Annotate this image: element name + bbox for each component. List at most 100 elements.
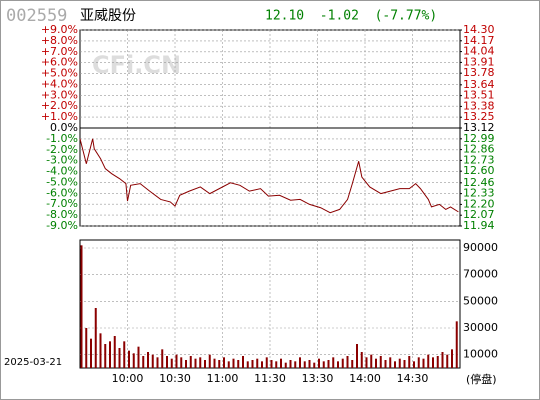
volume-bar bbox=[237, 360, 240, 368]
volume-bar bbox=[213, 358, 216, 368]
volume-bar bbox=[308, 360, 311, 368]
volume-bar bbox=[261, 361, 263, 368]
volume-bar bbox=[289, 360, 292, 368]
volume-bar bbox=[332, 357, 335, 368]
volume-bar bbox=[389, 357, 392, 368]
volume-bar bbox=[232, 358, 235, 368]
volume-bar bbox=[417, 357, 420, 368]
volume-bar bbox=[294, 361, 297, 368]
volume-bar bbox=[441, 352, 444, 368]
volume-bar bbox=[199, 357, 202, 368]
volume-bar bbox=[256, 358, 259, 368]
y-tick-label: -6.0% bbox=[46, 186, 78, 199]
volume-bar bbox=[408, 356, 411, 368]
y-tick-label: +6.0% bbox=[41, 56, 78, 69]
volume-bar bbox=[170, 358, 173, 368]
y-tick-label: 0.0% bbox=[50, 121, 78, 134]
volume-bar bbox=[451, 349, 453, 368]
y2-tick-label: 13.64 bbox=[463, 78, 495, 91]
x-tick-label: 14:30 bbox=[397, 372, 429, 385]
volume-bar bbox=[299, 357, 301, 368]
volume-bar bbox=[180, 357, 183, 368]
volume-bar bbox=[446, 354, 449, 368]
volume-bar bbox=[85, 328, 88, 368]
volume-bar bbox=[322, 361, 325, 368]
y-tick-label: +8.0% bbox=[41, 34, 78, 47]
volume-bar bbox=[90, 338, 92, 368]
y2-tick-label: 12.99 bbox=[463, 132, 495, 145]
volume-bar bbox=[432, 357, 434, 368]
volume-bar bbox=[455, 321, 458, 368]
volume-bar bbox=[147, 352, 149, 368]
volume-bar bbox=[123, 341, 126, 368]
volume-bar bbox=[251, 360, 254, 368]
y2-tick-label: 12.46 bbox=[463, 176, 495, 189]
volume-bar bbox=[137, 346, 140, 368]
price-line bbox=[79, 138, 459, 214]
volume-bar bbox=[118, 348, 121, 368]
y2-tick-label: 12.20 bbox=[463, 197, 495, 210]
y-tick-label: -7.0% bbox=[46, 197, 78, 210]
volume-bar bbox=[189, 356, 192, 368]
volume-bar bbox=[151, 354, 154, 368]
volume-bar bbox=[99, 333, 102, 368]
volume-bar bbox=[185, 360, 187, 368]
volume-bar bbox=[365, 357, 368, 368]
watermark: CFi.CN bbox=[92, 51, 181, 79]
volume-bar bbox=[223, 357, 225, 368]
volume-bar bbox=[280, 358, 282, 368]
y-tick-label: -9.0% bbox=[46, 219, 78, 232]
volume-bar bbox=[166, 356, 168, 368]
volume-bar bbox=[284, 362, 287, 368]
y-tick-label: +7.0% bbox=[41, 45, 78, 58]
volume-bar bbox=[265, 357, 268, 368]
y-tick-label: -3.0% bbox=[46, 154, 78, 167]
y2-tick-label: 13.38 bbox=[463, 99, 495, 112]
volume-bar bbox=[161, 349, 164, 368]
date: 2025-03-21 bbox=[4, 357, 62, 368]
y2-tick-label: 13.25 bbox=[463, 110, 495, 123]
volume-bar bbox=[436, 356, 439, 368]
volume-bar bbox=[156, 357, 159, 368]
x-tick-label: 11:30 bbox=[254, 372, 286, 385]
volume-bar bbox=[142, 356, 145, 368]
y-tick-label: +9.0% bbox=[41, 23, 78, 36]
volume-bar bbox=[422, 358, 425, 368]
volume-bar bbox=[341, 358, 344, 368]
volume-bar bbox=[94, 308, 97, 368]
volume-bar bbox=[270, 360, 273, 368]
y-tick-label: 30000 bbox=[463, 321, 498, 334]
y2-tick-label: 12.07 bbox=[463, 208, 495, 221]
volume-bar bbox=[128, 350, 130, 368]
volume-bar bbox=[318, 358, 320, 368]
volume-bar bbox=[194, 358, 197, 368]
volume-bar bbox=[427, 354, 430, 368]
volume-bar bbox=[375, 358, 377, 368]
volume-bar bbox=[360, 352, 363, 368]
volume-bar bbox=[218, 360, 221, 368]
x-tick-label: 10:00 bbox=[112, 372, 144, 385]
y-tick-label: +3.0% bbox=[41, 88, 78, 101]
y2-tick-label: 12.60 bbox=[463, 164, 495, 177]
y-tick-label: -2.0% bbox=[46, 143, 78, 156]
quote: 12.10 -1.02 (-7.77%) bbox=[265, 9, 437, 24]
volume-bar bbox=[384, 360, 387, 368]
volume-bar bbox=[346, 356, 349, 368]
volume-bar bbox=[327, 360, 330, 368]
y2-tick-label: 13.12 bbox=[463, 121, 495, 134]
y2-tick-label: 12.73 bbox=[463, 153, 495, 166]
y-tick-label: -5.0% bbox=[46, 175, 78, 188]
volume-bar bbox=[370, 354, 373, 368]
volume-bar bbox=[242, 356, 244, 368]
x-tick-label: 14:00 bbox=[349, 372, 381, 385]
y2-tick-label: 12.86 bbox=[463, 143, 495, 156]
y-tick-label: +1.0% bbox=[41, 110, 78, 123]
y-tick-label: 70000 bbox=[463, 268, 498, 281]
stock-code: 002559 bbox=[6, 6, 67, 26]
x-tick-label: 11:00 bbox=[207, 372, 239, 385]
y2-tick-label: 14.17 bbox=[463, 34, 495, 47]
y2-tick-label: 14.30 bbox=[463, 23, 495, 36]
x-tick-label: 13:30 bbox=[302, 372, 334, 385]
y2-tick-label: 12.33 bbox=[463, 187, 495, 200]
